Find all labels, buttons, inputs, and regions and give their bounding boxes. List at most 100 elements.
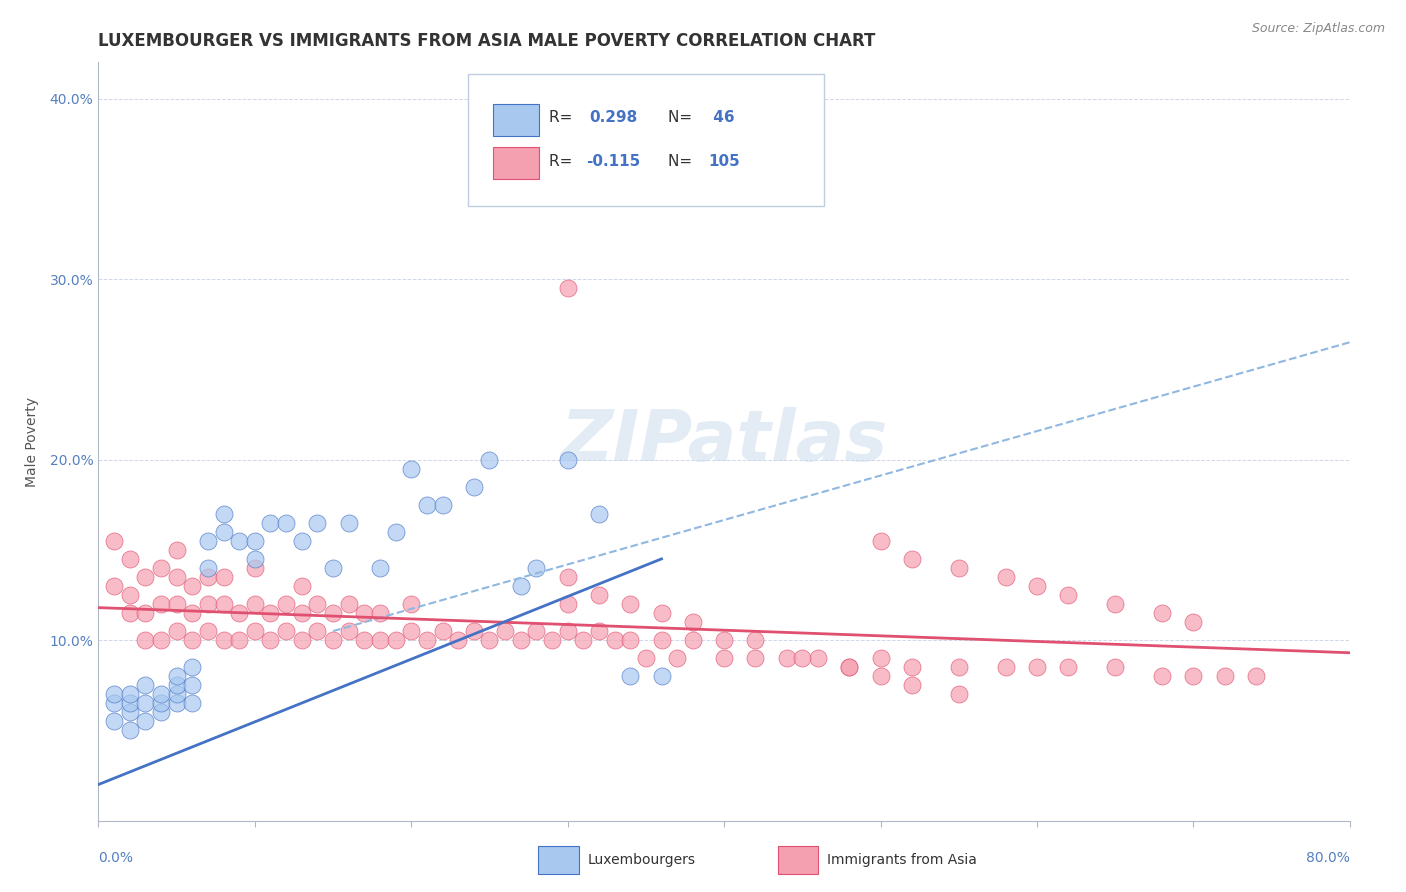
Point (212, 507, 235, 521)
Point (744, 633, 766, 648)
Point (307, 516, 329, 530)
Point (994, 660, 1017, 674)
Point (634, 651, 657, 665)
Point (118, 588, 141, 602)
Point (588, 507, 610, 521)
Point (243, 552, 266, 566)
Point (181, 579, 204, 593)
Point (322, 633, 344, 648)
Point (509, 579, 531, 593)
Point (776, 651, 799, 665)
Text: -0.115: -0.115 (586, 153, 641, 169)
Point (384, 524, 406, 539)
Point (212, 524, 235, 539)
Text: Source: ZipAtlas.com: Source: ZipAtlas.com (1251, 22, 1385, 36)
Point (619, 669, 641, 683)
Point (150, 687, 173, 701)
Point (1244, 669, 1267, 683)
Point (432, 498, 454, 512)
Text: 46: 46 (707, 111, 734, 125)
Point (416, 498, 439, 512)
Point (103, 579, 125, 593)
Point (384, 633, 406, 648)
Point (494, 624, 516, 639)
FancyBboxPatch shape (492, 104, 538, 136)
Point (243, 533, 266, 548)
Y-axis label: Male Poverty: Male Poverty (24, 397, 38, 486)
Point (1026, 579, 1049, 593)
Point (416, 633, 439, 648)
Point (526, 561, 548, 575)
Point (353, 606, 375, 620)
Point (291, 533, 314, 548)
Point (181, 678, 204, 692)
Point (353, 633, 375, 648)
Point (166, 696, 188, 710)
Point (259, 633, 281, 648)
Point (713, 633, 735, 648)
Point (166, 678, 188, 692)
Point (228, 533, 250, 548)
Point (368, 633, 391, 648)
Text: LUXEMBOURGER VS IMMIGRANTS FROM ASIA MALE POVERTY CORRELATION CHART: LUXEMBOURGER VS IMMIGRANTS FROM ASIA MAL… (98, 32, 876, 50)
Point (166, 687, 188, 701)
Point (150, 597, 173, 611)
Point (869, 669, 891, 683)
Point (557, 452, 579, 467)
Point (368, 606, 391, 620)
Point (259, 606, 281, 620)
FancyBboxPatch shape (468, 74, 824, 207)
Point (509, 633, 531, 648)
Point (666, 651, 689, 665)
Point (118, 606, 141, 620)
Point (1213, 669, 1236, 683)
Point (181, 633, 204, 648)
Text: 105: 105 (707, 153, 740, 169)
Point (557, 570, 579, 584)
Point (1104, 660, 1126, 674)
Point (307, 597, 329, 611)
Point (869, 533, 891, 548)
Point (337, 624, 360, 639)
Point (307, 624, 329, 639)
Point (150, 706, 173, 720)
Point (401, 597, 423, 611)
Point (1182, 615, 1205, 629)
Point (274, 597, 298, 611)
Point (197, 561, 219, 575)
Point (212, 597, 235, 611)
Point (337, 516, 360, 530)
Point (291, 606, 314, 620)
Point (900, 678, 922, 692)
Point (243, 624, 266, 639)
Point (994, 570, 1017, 584)
Point (557, 624, 579, 639)
Point (134, 633, 156, 648)
Point (713, 651, 735, 665)
Point (588, 624, 610, 639)
Point (619, 597, 641, 611)
Point (181, 696, 204, 710)
Point (1026, 660, 1049, 674)
Point (274, 624, 298, 639)
Point (166, 624, 188, 639)
Point (588, 588, 610, 602)
Point (1057, 660, 1080, 674)
Point (212, 633, 235, 648)
Point (432, 624, 454, 639)
Point (197, 624, 219, 639)
Point (541, 633, 564, 648)
Point (103, 714, 125, 729)
Point (838, 660, 860, 674)
Point (134, 606, 156, 620)
Point (447, 633, 470, 648)
Point (103, 533, 125, 548)
Point (900, 552, 922, 566)
Point (792, 651, 814, 665)
Point (134, 570, 156, 584)
Point (228, 606, 250, 620)
Point (1182, 669, 1205, 683)
Point (603, 633, 626, 648)
Point (322, 606, 344, 620)
Point (243, 597, 266, 611)
